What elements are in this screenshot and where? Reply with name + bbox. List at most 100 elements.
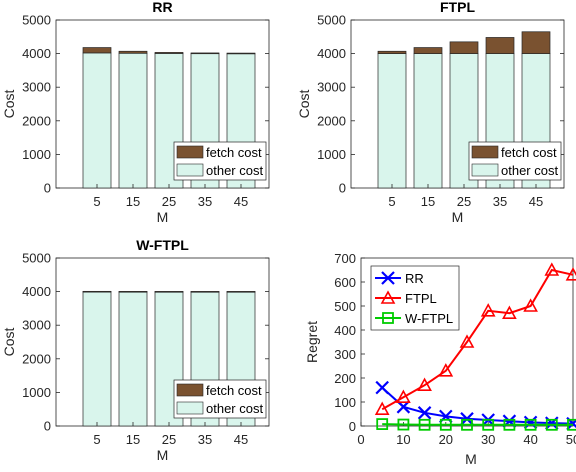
- x-tick-label: 45: [529, 194, 543, 209]
- series-line: [381, 386, 574, 425]
- chart-title: FTPL: [440, 0, 475, 15]
- bar-panel-2: 0 1000 2000 3000 4000 5000 5 15 25 35 45 W-FTPL M Cos…: [1, 237, 270, 463]
- x-axis-label: M: [465, 451, 477, 467]
- legend-label-other-cost: other cost: [206, 401, 263, 416]
- bar-fetch-cost: [82, 47, 112, 54]
- x-tick-label: 10: [396, 432, 410, 447]
- y-tick-label: 2000: [22, 351, 51, 366]
- data-point: [374, 401, 390, 415]
- bar-other-cost: [413, 53, 443, 189]
- y-tick-label: 0: [349, 419, 356, 434]
- bar-other-cost: [118, 291, 148, 427]
- x-tick-label: 5: [93, 432, 100, 447]
- x-tick-label: 0: [357, 432, 364, 447]
- legend-swatch-other-cost: [176, 401, 204, 415]
- bar-fetch-cost: [449, 41, 479, 54]
- x-tick-label: 15: [421, 194, 435, 209]
- y-tick-label: 1000: [317, 147, 346, 162]
- y-tick-label: 100: [334, 395, 356, 410]
- data-point: [397, 418, 410, 431]
- x-axis-label: M: [157, 447, 169, 463]
- y-axis-label: Regret: [304, 321, 320, 363]
- data-point: [459, 334, 475, 348]
- data-point: [375, 380, 389, 395]
- series-line: [382, 423, 573, 426]
- legend-swatch-fetch-cost: [176, 145, 204, 159]
- data-point: [544, 262, 560, 276]
- bar-panel-1: 0 1000 2000 3000 4000 5000 5 15 25 35 45 FTPL M Cost f…: [296, 0, 565, 225]
- y-tick-label: 0: [44, 419, 51, 434]
- legend-marker: [382, 312, 394, 324]
- x-tick-label: 15: [126, 432, 140, 447]
- y-tick-label: 600: [334, 275, 356, 290]
- data-point: [545, 418, 558, 431]
- data-point: [376, 418, 389, 430]
- x-tick-label: 25: [162, 432, 176, 447]
- x-tick-label: 15: [126, 194, 140, 209]
- x-tick-label: 25: [162, 194, 176, 209]
- y-tick-label: 200: [334, 371, 356, 386]
- y-tick-label: 5000: [22, 251, 51, 266]
- legend-marker: [380, 290, 396, 304]
- y-tick-label: 3000: [317, 80, 346, 95]
- x-tick-label: 25: [457, 194, 471, 209]
- legend-label-fetch-cost: fetch cost: [501, 145, 557, 160]
- x-tick-label: 20: [439, 432, 453, 447]
- x-tick-label: 5: [388, 194, 395, 209]
- bar-fetch-cost: [118, 291, 148, 293]
- x-tick-label: 45: [234, 432, 248, 447]
- y-tick-label: 1000: [22, 147, 51, 162]
- x-tick-label: 45: [234, 194, 248, 209]
- legend-label: W-FTPL: [405, 311, 453, 326]
- x-tick-label: 50: [566, 432, 576, 447]
- legend-label-other-cost: other cost: [206, 163, 263, 178]
- y-tick-label: 2000: [317, 113, 346, 128]
- y-tick-label: 4000: [22, 46, 51, 61]
- bar-fetch-cost: [485, 37, 515, 54]
- legend-swatch-other-cost: [176, 163, 204, 177]
- legend-label-other-cost: other cost: [501, 163, 558, 178]
- data-point: [417, 406, 432, 420]
- bar-fetch-cost: [190, 291, 220, 293]
- legend: fetch cost other cost: [173, 379, 267, 419]
- data-point: [396, 389, 411, 403]
- bar-panel-0: 0 1000 2000 3000 4000 5000 5 15 25 35 45 RR M Cost fet…: [1, 0, 270, 225]
- bar-fetch-cost: [226, 291, 256, 293]
- x-axis-label: M: [157, 209, 169, 225]
- legend-swatch-other-cost: [471, 163, 499, 177]
- bar-fetch-cost: [154, 52, 184, 54]
- data-point: [482, 418, 495, 431]
- legend-label: FTPL: [405, 291, 437, 306]
- data-point: [523, 298, 538, 312]
- bar-fetch-cost: [413, 47, 443, 54]
- y-tick-label: 300: [334, 347, 356, 362]
- y-tick-label: 0: [44, 181, 51, 196]
- bar-fetch-cost: [226, 52, 256, 55]
- data-point: [565, 267, 576, 281]
- legend-label-fetch-cost: fetch cost: [206, 383, 262, 398]
- chart-title: RR: [152, 0, 172, 15]
- bar-fetch-cost: [154, 291, 184, 293]
- x-tick-label: 5: [93, 194, 100, 209]
- y-tick-label: 700: [334, 251, 356, 266]
- legend-label-fetch-cost: fetch cost: [206, 145, 262, 160]
- bar-other-cost: [82, 291, 112, 427]
- x-tick-label: 40: [523, 432, 537, 447]
- legend-swatch-fetch-cost: [176, 383, 204, 397]
- series-line: [381, 268, 574, 411]
- y-tick-label: 1000: [22, 385, 51, 400]
- y-axis-label: Cost: [1, 328, 17, 357]
- y-axis-label: Cost: [296, 90, 312, 119]
- x-tick-label: 35: [198, 194, 212, 209]
- y-tick-label: 3000: [22, 318, 51, 333]
- data-point: [503, 418, 516, 431]
- y-tick-label: 4000: [22, 284, 51, 299]
- series-w-ftpl: [376, 418, 576, 431]
- data-point: [439, 418, 452, 431]
- bar-fetch-cost: [521, 31, 551, 54]
- data-point: [461, 418, 473, 431]
- legend-marker: [381, 271, 395, 285]
- y-tick-label: 5000: [317, 13, 346, 28]
- series-ftpl: [374, 262, 576, 415]
